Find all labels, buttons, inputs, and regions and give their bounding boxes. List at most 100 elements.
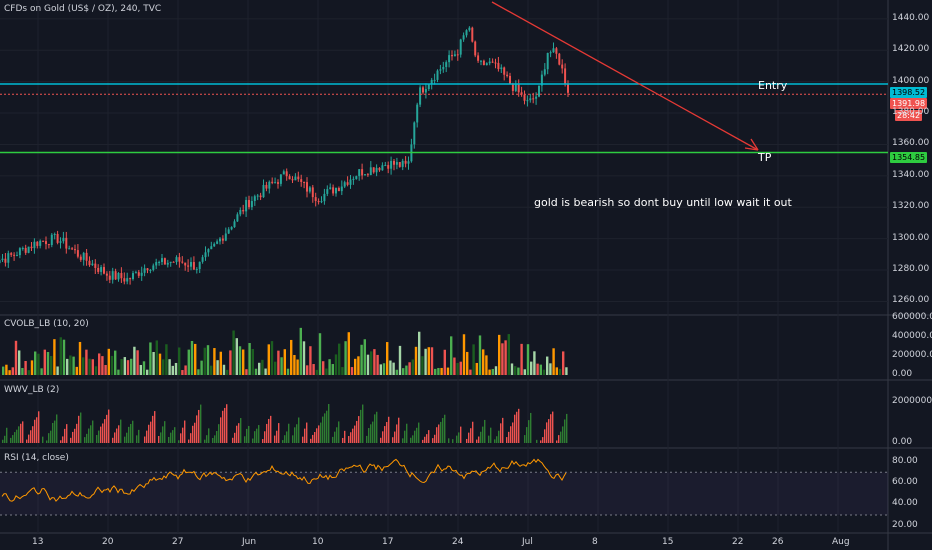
cvolb-bar <box>133 346 136 375</box>
cvolb-bar <box>165 344 168 375</box>
candle-body <box>491 61 494 63</box>
cvolb-bar <box>462 334 466 375</box>
wwv-bar <box>154 411 156 443</box>
candle-body <box>248 199 250 208</box>
cvolb-bar <box>475 362 478 375</box>
wwv-bar <box>316 428 318 443</box>
candle-body <box>190 262 192 267</box>
candle-body <box>126 278 129 282</box>
wwv-bar <box>262 439 264 443</box>
cvolb-bar <box>539 364 542 375</box>
cvolb-bar <box>450 336 453 375</box>
wwv-bar <box>106 414 108 443</box>
cvolb-bar <box>549 363 552 375</box>
wwv-bar <box>438 424 440 443</box>
cvolb-bar <box>379 364 382 375</box>
wwv-bar <box>236 425 238 443</box>
cvolb-bar <box>494 366 498 375</box>
candle-body <box>549 52 552 54</box>
candle-body <box>239 209 242 215</box>
candle-body <box>369 167 372 176</box>
cvolb-bar <box>517 367 520 375</box>
y-tick-label: 1380.00 <box>892 107 930 118</box>
cvolb-bar <box>254 368 258 375</box>
cvolb-bar <box>418 331 421 375</box>
wwv-bar <box>496 436 498 443</box>
wwv-bar <box>514 414 516 443</box>
cvolb-bar <box>24 360 27 375</box>
cvolb-bar <box>168 359 171 375</box>
wwv-bar <box>16 429 18 443</box>
wwv-bar <box>506 437 508 443</box>
wwv-bar <box>208 428 210 443</box>
wwv-bar <box>384 426 386 443</box>
cvolb-bar <box>498 334 501 375</box>
candle-body <box>335 187 337 194</box>
cvolb-bar <box>315 369 318 375</box>
wwv-bar <box>232 437 234 443</box>
wwv-pane-title: WWV_LB (2) <box>4 385 60 395</box>
candle-body <box>375 167 378 173</box>
cvolb-bar <box>171 365 174 375</box>
candle-body <box>538 85 540 97</box>
cvolb-bar <box>261 359 264 375</box>
candle-body <box>74 249 76 251</box>
wwv-bar <box>204 439 206 443</box>
candle-body <box>468 27 471 31</box>
wwv-bar <box>322 416 324 443</box>
wwv-bar <box>266 423 268 443</box>
candle-body <box>393 160 395 165</box>
candle-body <box>317 200 320 203</box>
wwv-bar <box>198 409 200 443</box>
candle-body <box>543 69 546 75</box>
candle-body <box>253 196 256 202</box>
wwv-bar <box>314 432 316 443</box>
wwv-bar <box>456 435 458 443</box>
candle-body <box>39 240 42 246</box>
candle-body <box>7 253 10 263</box>
wwv-bar <box>460 426 462 443</box>
wwv-bar <box>54 420 56 443</box>
cvolb-bar <box>104 364 107 375</box>
main-pane-title: CFDs on Gold (US$ / OZ), 240, TVC <box>4 4 162 14</box>
candle-body <box>439 69 442 71</box>
cvolb-bar <box>485 355 488 375</box>
candle-body <box>514 84 517 91</box>
candle-body <box>523 94 526 101</box>
candle-body <box>137 272 140 276</box>
cvolb-bar <box>14 340 18 375</box>
candle-body <box>245 199 248 212</box>
wwv-bar <box>552 411 554 443</box>
wwv-bar <box>192 425 194 443</box>
rsi-pane-title: RSI (14, close) <box>4 453 69 463</box>
candle-body <box>474 41 477 56</box>
wwv-bar <box>42 436 44 443</box>
candle-body <box>21 248 24 250</box>
candle-body <box>320 201 323 203</box>
cvolb-bar <box>488 369 491 375</box>
wwv-bar <box>564 419 566 443</box>
candle-body <box>210 246 213 250</box>
wwv-bar <box>56 414 58 443</box>
wwv-bar <box>370 424 372 443</box>
wwv-bar <box>550 414 552 443</box>
candle-body <box>13 254 16 256</box>
wwv-bar <box>274 435 276 443</box>
y-tick-label: 1260.00 <box>892 295 930 306</box>
wwv-bar <box>30 430 32 443</box>
candle-body <box>16 255 18 257</box>
cvolb-y-tick: 0.00 <box>892 369 913 379</box>
candle-body <box>152 265 155 270</box>
wwv-bar <box>500 423 502 443</box>
cvolb-bar <box>331 364 334 375</box>
cvolb-bar <box>296 359 299 375</box>
cvolb-bar <box>283 349 286 375</box>
cvolb-bar <box>504 340 507 375</box>
wwv-bar <box>310 438 312 443</box>
candle-body <box>18 248 21 256</box>
cvolb-bar <box>392 362 395 375</box>
candle-body <box>62 237 65 242</box>
rsi-y-tick: 20.00 <box>892 519 918 530</box>
cvolb-bar <box>72 356 75 375</box>
